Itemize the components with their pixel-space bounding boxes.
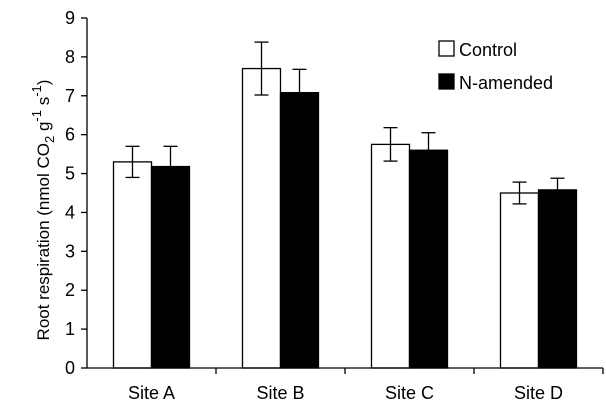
bar-control [499,192,540,369]
y-axis: 0 1 2 3 4 5 6 7 8 9 [65,8,88,378]
legend-label: Control [459,40,517,60]
y-tick-label: 0 [65,358,75,378]
legend: Control N-amended [438,40,553,93]
y-tick-label: 2 [65,280,75,300]
y-tick-label: 3 [65,241,75,261]
bar-control [241,67,282,369]
y-tick-label: 9 [65,8,75,28]
y-tick-label: 5 [65,164,75,184]
bar-control [112,161,153,369]
y-tick-label: 1 [65,319,75,339]
bar-n-amended [150,165,191,369]
y-tick-label: 4 [65,202,75,222]
y-axis-title: Root respiration (nmol CO2 g-1 s-1) [29,80,57,341]
y-axis-label: Root respiration (nmol CO2 g-1 s-1) [29,80,57,341]
y-tick-label: 8 [65,47,75,67]
bars [112,67,578,369]
x-tick-label: Site C [385,383,434,403]
bar-n-amended [537,189,578,369]
x-tick-label: Site A [128,383,175,403]
x-axis: Site A Site B Site C Site D [87,367,604,403]
legend-swatch [438,40,455,57]
bar-n-amended [279,92,320,369]
bar-control [370,143,411,369]
bar-n-amended [408,149,449,369]
error-bars [125,41,565,205]
legend-swatch [438,73,455,90]
legend-label: N-amended [459,73,553,93]
y-tick-label: 7 [65,86,75,106]
y-tick-label: 6 [65,125,75,145]
x-tick-label: Site B [256,383,304,403]
x-tick-label: Site D [514,383,563,403]
